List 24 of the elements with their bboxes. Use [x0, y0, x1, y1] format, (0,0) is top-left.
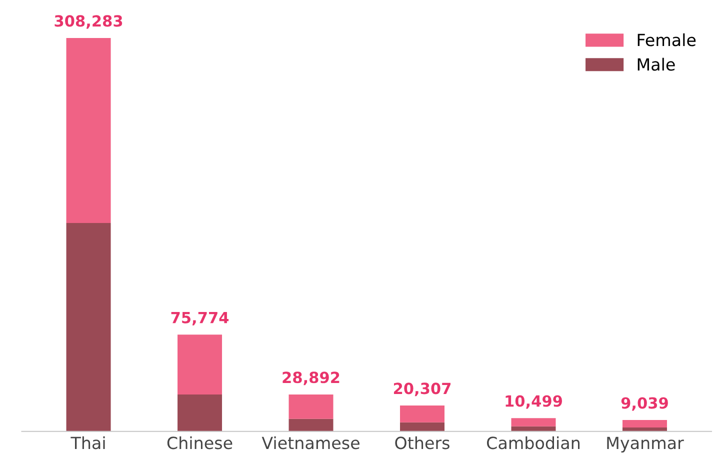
x-tick-label: Chinese	[167, 436, 232, 450]
annotation: 28,892	[282, 372, 340, 386]
bar	[178, 334, 222, 394]
annotation: 308,283	[54, 15, 122, 29]
x-tick-label: Myanmar	[607, 436, 684, 452]
bar	[288, 418, 334, 432]
bar	[622, 420, 667, 428]
bar	[400, 405, 444, 422]
x-tick-label: Vietnamese	[262, 436, 360, 450]
bar	[66, 38, 111, 223]
annotation: 20,307	[394, 382, 451, 396]
legend-label: Male	[638, 58, 675, 71]
bar	[288, 394, 334, 419]
bar	[511, 418, 556, 426]
bar	[178, 394, 222, 432]
x-tick-label: Thai	[70, 436, 105, 450]
annotation: 9,039	[621, 397, 668, 411]
x-tick-label: Cambodian	[487, 436, 580, 450]
x-tick-label: Others	[395, 436, 450, 450]
annotation: 10,499	[506, 395, 562, 409]
bar	[66, 222, 111, 432]
annotation: 75,774	[171, 312, 229, 326]
bar	[400, 422, 444, 432]
legend-label: Female	[638, 33, 696, 46]
